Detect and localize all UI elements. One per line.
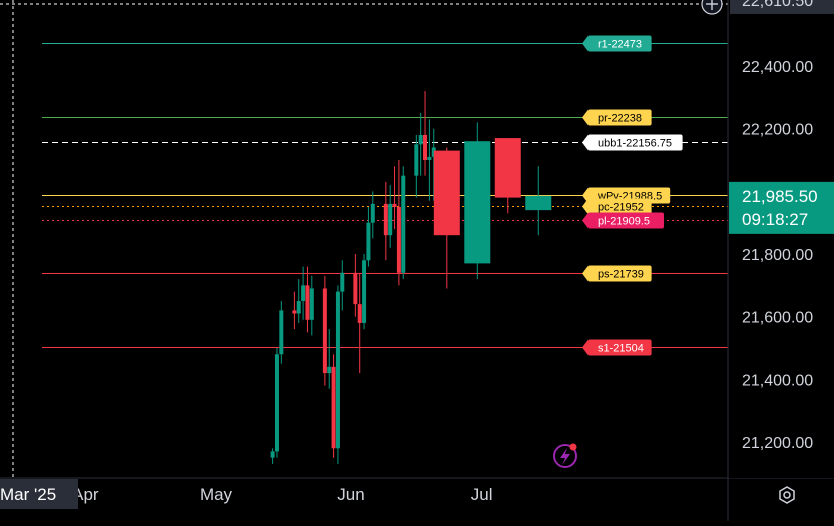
daily-candle-2025-06-13: [401, 166, 406, 280]
daily-candle-2025-06-05: [366, 207, 371, 267]
y-tick-label: 21,400.00: [742, 372, 813, 389]
y-tick-label: 21,600.00: [742, 310, 813, 327]
daily-candle-2025-06-19: [427, 119, 432, 201]
daily-candle-2025-06-16: [414, 134, 419, 198]
daily-candle-2025-05-15: [274, 348, 279, 458]
daily-candle-2025-06-03: [357, 272, 362, 374]
svg-text:r1-22473: r1-22473: [598, 39, 642, 51]
level-label-r1: r1-22473: [582, 35, 652, 52]
daily-candle-2025-06-12: [396, 160, 401, 286]
y-tick-label: 22,610.50: [742, 0, 813, 10]
daily-candle-2025-05-27: [327, 329, 332, 389]
weekly-candle-2025-06-23: [433, 147, 460, 289]
y-tick-label: 22,400.00: [742, 59, 813, 76]
daily-candle-2025-05-19: [292, 291, 297, 330]
daily-candle-2025-06-04: [362, 254, 367, 330]
current-price-tag: 21,985.50 09:18:27: [729, 181, 834, 234]
daily-candle-2025-06-20: [431, 128, 436, 201]
add-level-icon[interactable]: [701, 0, 723, 15]
daily-candle-2025-06-17: [418, 113, 423, 176]
bar-countdown: 09:18:27: [742, 210, 808, 229]
daily-candle-2025-05-26: [322, 275, 327, 386]
svg-text:ps-21739: ps-21739: [598, 269, 644, 281]
x-tick-label: Apr: [72, 485, 99, 504]
weekly-candle-2025-06-30: [464, 122, 491, 280]
daily-candle-2025-06-11: [392, 166, 397, 229]
x-tick-label: Jul: [471, 485, 493, 504]
settings-gear-icon[interactable]: [779, 486, 795, 504]
weekly-candle-2025-07-07: [494, 138, 521, 214]
daily-candle-2025-05-16: [279, 301, 284, 364]
current-price-value: 21,985.50: [742, 187, 818, 206]
daily-candle-2025-06-10: [388, 185, 393, 248]
svg-text:pl-21909.5: pl-21909.5: [598, 216, 650, 228]
pivot-level-labels: r1-22473pr-22238ubb1-22156.75wPv-21988.5…: [582, 35, 683, 356]
daily-candle-2025-06-18: [423, 91, 428, 176]
daily-candle-2025-05-30: [340, 260, 345, 311]
daily-candle-2025-05-28: [331, 354, 336, 458]
svg-text:s1-21504: s1-21504: [598, 343, 644, 355]
x-tick-label: Jun: [337, 485, 364, 504]
daily-candle-2025-06-02: [353, 254, 358, 317]
daily-candle-2025-06-06: [370, 191, 375, 239]
candles: [270, 91, 552, 464]
level-label-s1: s1-21504: [582, 339, 652, 356]
svg-text:ubb1-22156.75: ubb1-22156.75: [598, 138, 672, 150]
daily-candle-2025-05-23: [309, 275, 314, 336]
daily-candle-2025-05-21: [301, 266, 306, 320]
level-label-pr: pr-22238: [582, 109, 652, 126]
time-axis[interactable]: Apr May Jun Jul Mar '25: [0, 479, 493, 509]
daily-candle-2025-05-29: [335, 285, 340, 464]
daily-candle-2025-05-20: [296, 279, 301, 323]
daily-candle-2025-05-14: [270, 448, 275, 464]
price-axis[interactable]: 21,200.0021,400.0021,600.0021,800.0022,0…: [729, 0, 834, 478]
level-label-pl: pl-21909.5: [582, 212, 664, 229]
level-label-ubb1: ubb1-22156.75: [582, 134, 683, 151]
y-tick-label: 22,200.00: [742, 122, 813, 139]
svg-text:pr-22238: pr-22238: [598, 113, 642, 125]
x-tick-label: May: [200, 485, 233, 504]
lightning-alert-icon[interactable]: [553, 443, 577, 468]
daily-candle-2025-05-22: [305, 266, 310, 333]
crosshair-date-label: Mar '25: [0, 479, 78, 509]
y-tick-label: 21,200.00: [742, 435, 813, 452]
daily-candle-2025-06-09: [383, 181, 388, 261]
level-label-pc: pc-21952: [582, 198, 652, 215]
svg-text:pc-21952: pc-21952: [598, 202, 644, 214]
svg-text:Mar '25: Mar '25: [0, 485, 56, 504]
weekly-candle-2025-07-14: [525, 166, 552, 236]
level-label-ps: ps-21739: [582, 265, 652, 282]
y-tick-label: 21,800.00: [742, 247, 813, 264]
